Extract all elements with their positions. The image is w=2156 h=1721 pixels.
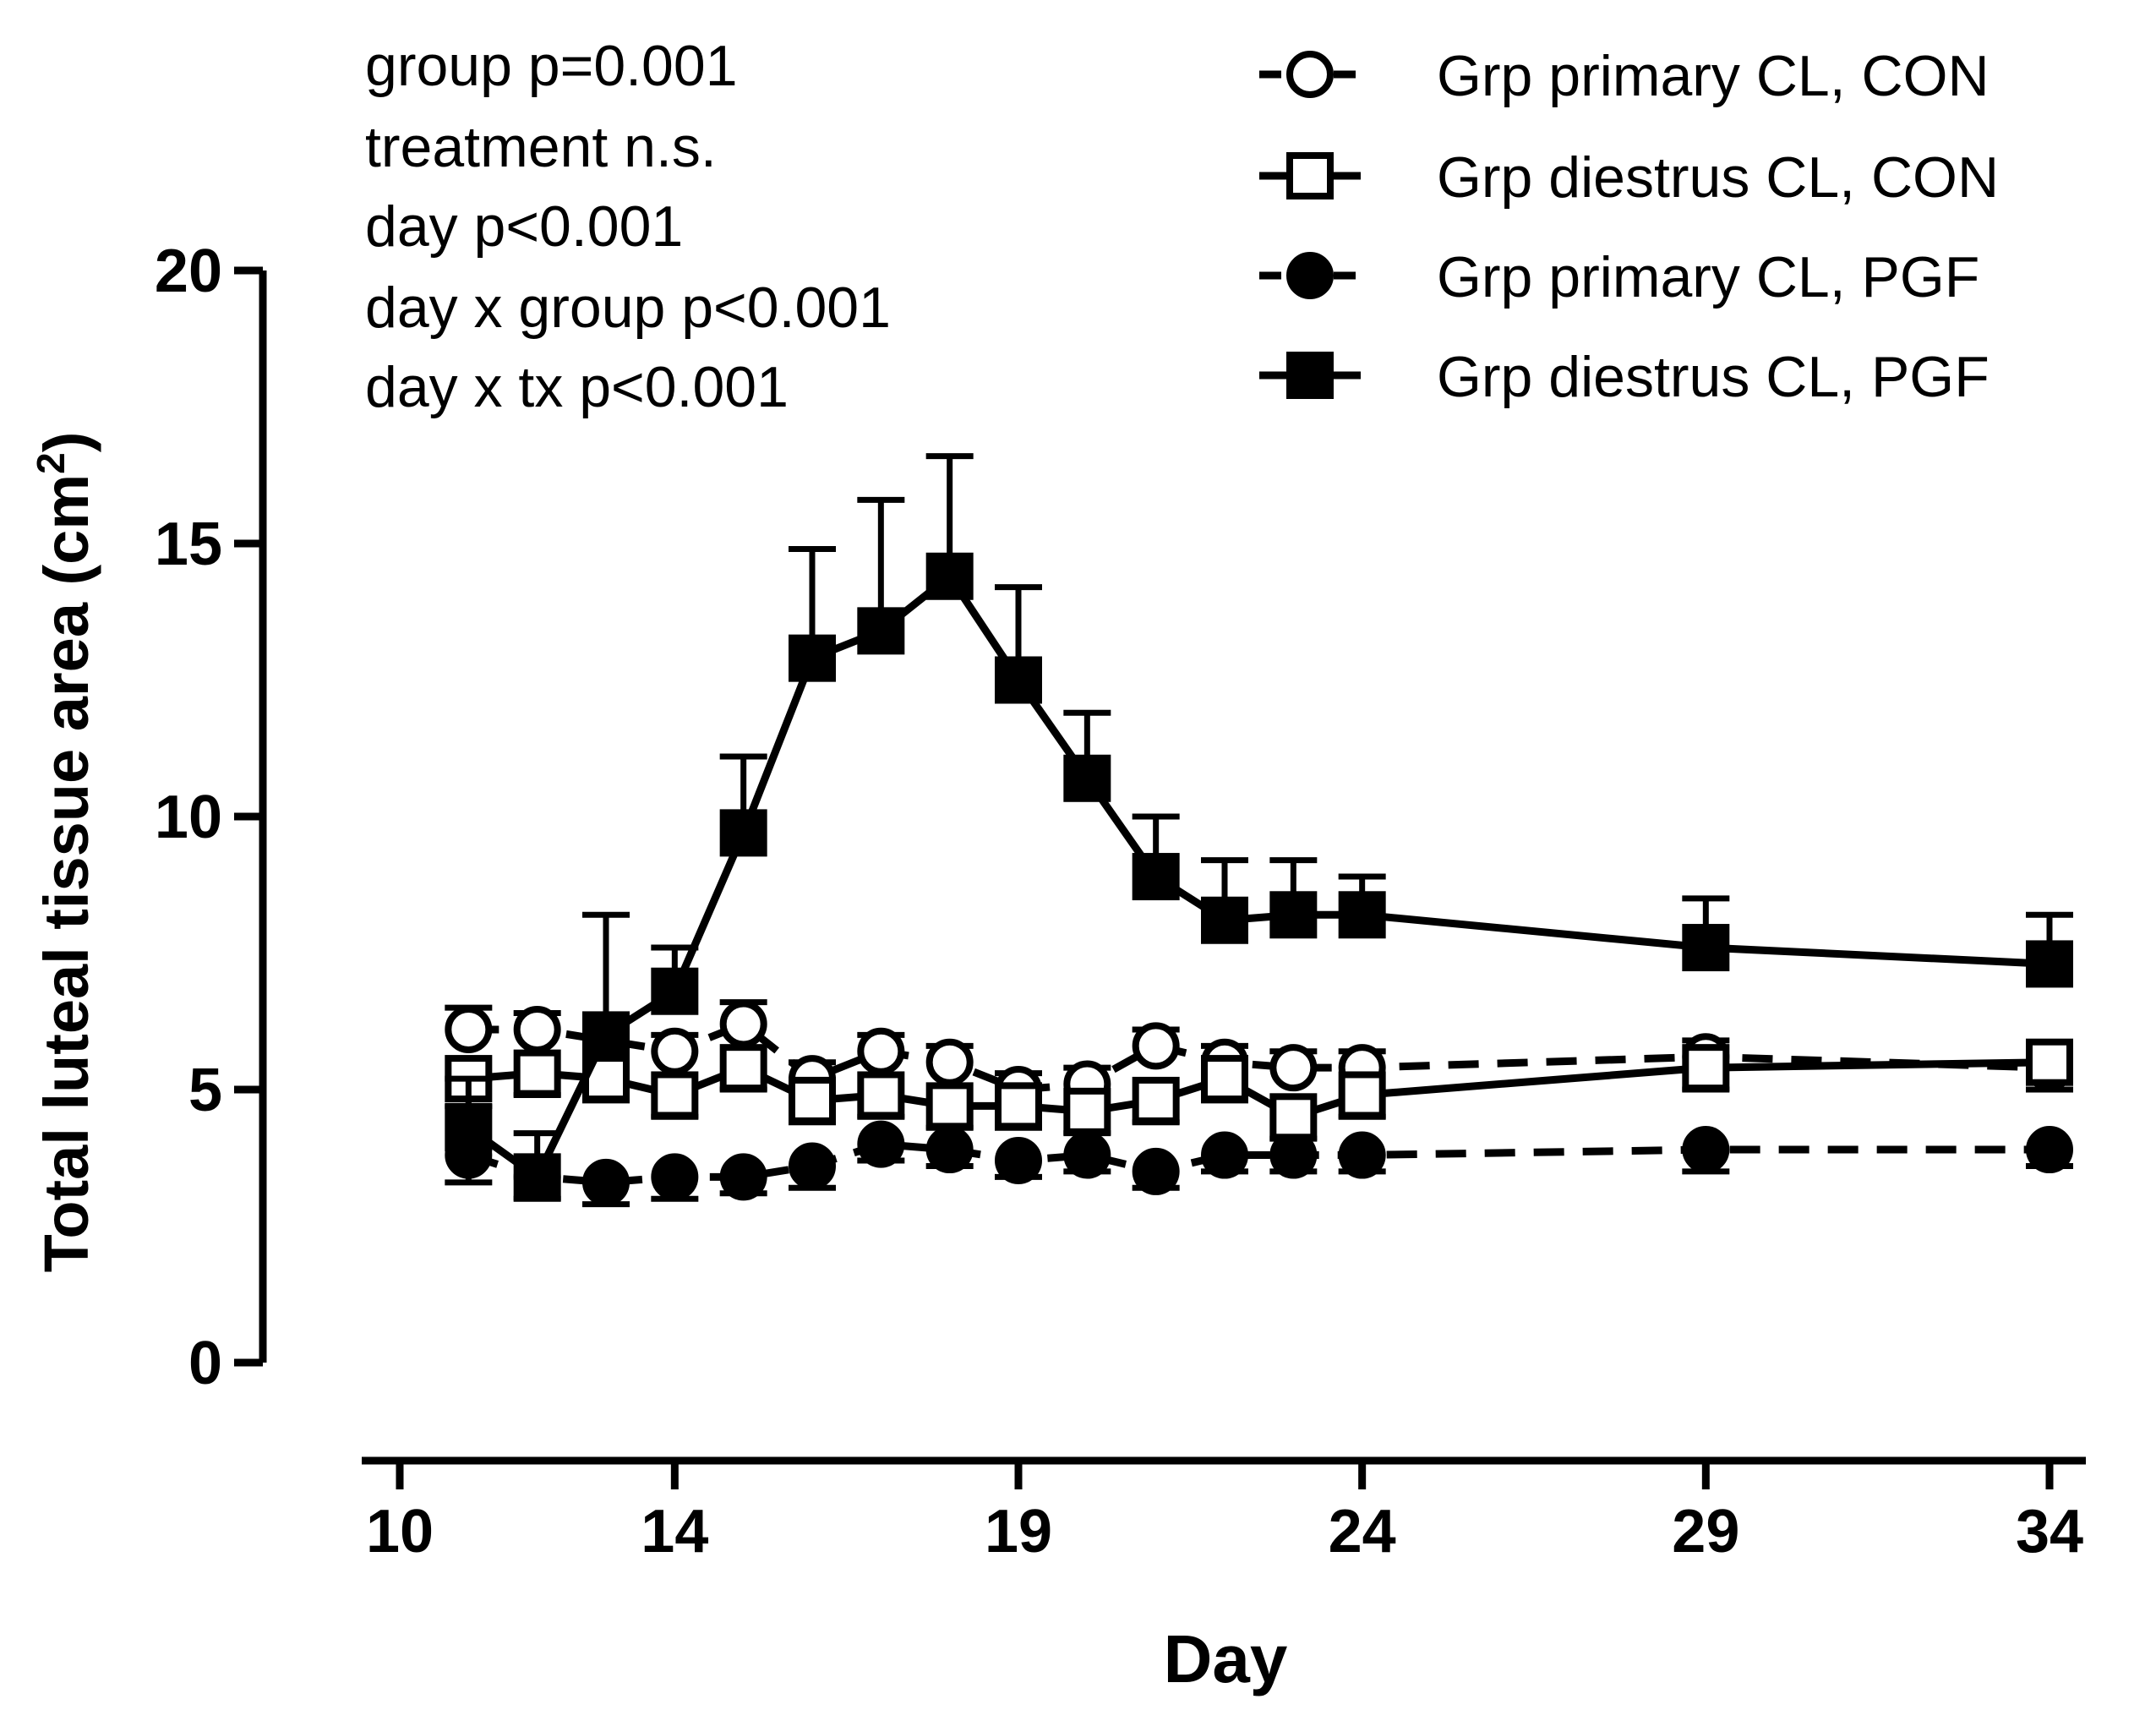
data-point: [513, 1005, 561, 1053]
data-point: [445, 1005, 493, 1053]
data-point: [1063, 754, 1111, 802]
data-point: [719, 1044, 767, 1092]
data-point: [1682, 924, 1730, 972]
data-point: [651, 967, 699, 1015]
series-3: [445, 453, 2073, 1201]
legend-label-diestrus-pgf: Grp diestrus CL, PGF: [1437, 345, 1990, 409]
data-point: [1132, 1076, 1180, 1124]
x-tick-label: 34: [2016, 1498, 2083, 1565]
y-tick-label: 15: [155, 511, 222, 578]
data-point: [1132, 1147, 1180, 1195]
data-point: [2026, 1038, 2073, 1086]
series-line: [467, 1140, 2050, 1187]
series-line: [466, 572, 2050, 1181]
annotation-day-group: day x group p<0.001: [365, 276, 891, 340]
data-point: [1338, 1071, 1386, 1119]
data-point: [1269, 1044, 1318, 1092]
data-point: [857, 1027, 905, 1075]
y-tick-label: 5: [188, 1057, 222, 1124]
data-point: [1682, 1126, 1730, 1174]
y-axis-label: Total luteal tissue area (cm2): [29, 432, 101, 1273]
x-tick-label: 10: [366, 1498, 434, 1565]
data-point: [719, 1000, 767, 1048]
series-line: [467, 1058, 2050, 1121]
data-point: [1201, 896, 1248, 944]
data-point: [925, 1038, 974, 1086]
x-tick-label: 24: [1329, 1498, 1396, 1565]
data-point: [789, 1142, 836, 1190]
data-point: [1338, 891, 1386, 939]
y-tick-label: 20: [155, 238, 222, 305]
y-tick-label: 10: [155, 784, 222, 851]
data-point: [651, 1071, 699, 1119]
data-point: [1201, 1055, 1248, 1103]
data-point: [789, 1076, 836, 1124]
data-point: [1269, 1093, 1318, 1141]
legend-label-primary-pgf: Grp primary CL, PGF: [1437, 245, 1980, 309]
legend-marker: [1286, 252, 1334, 299]
x-tick-label: 14: [641, 1498, 708, 1565]
legend-label-diestrus-con: Grp diestrus CL, CON: [1437, 145, 2000, 210]
data-point: [582, 1158, 630, 1206]
legend-symbols: [1259, 51, 1361, 399]
legend-marker: [1286, 352, 1334, 399]
annotation-group: group p=0.001: [365, 34, 738, 98]
data-point: [789, 634, 836, 682]
legend-marker: [1286, 152, 1334, 199]
data-point: [2026, 940, 2073, 988]
data-point: [925, 1126, 974, 1174]
y-tick-label: 0: [188, 1330, 222, 1397]
data-point: [1063, 1131, 1111, 1179]
data-point: [651, 1153, 699, 1201]
data-point: [719, 809, 767, 857]
data-point: [1132, 1022, 1180, 1070]
data-point: [1338, 1131, 1386, 1179]
data-point: [582, 1011, 630, 1059]
data-point: [651, 1027, 699, 1075]
data-point: [1682, 1044, 1730, 1092]
data-point: [925, 552, 974, 600]
data-point: [513, 1153, 561, 1201]
data-point: [995, 1082, 1042, 1130]
series-2: [445, 1120, 2073, 1208]
data-point: [995, 656, 1042, 704]
data-point: [445, 1104, 493, 1152]
data-point: [513, 1049, 561, 1097]
x-tick-label: 19: [985, 1498, 1052, 1565]
data-point: [1132, 853, 1180, 901]
annotation-day-tx: day x tx p<0.001: [365, 355, 789, 419]
data-point: [857, 607, 905, 655]
data-point: [2026, 1126, 2073, 1174]
data-point: [719, 1153, 767, 1201]
data-point: [857, 1071, 905, 1119]
x-axis-label: Day: [1164, 1621, 1288, 1696]
annotation-treatment: treatment n.s.: [365, 115, 717, 179]
x-tick-label: 29: [1672, 1498, 1739, 1565]
data-point: [857, 1120, 905, 1168]
legend-label-primary-con: Grp primary CL, CON: [1437, 44, 1990, 108]
data-point: [995, 1136, 1042, 1184]
series-line: [468, 1019, 2050, 1094]
data-point: [1063, 1087, 1111, 1135]
legend-marker: [1286, 51, 1334, 98]
data-point: [1201, 1131, 1248, 1179]
data-point: [1269, 891, 1318, 939]
series-1: [445, 1038, 2073, 1142]
series-layer: [445, 453, 2073, 1208]
data-point: [925, 1082, 974, 1130]
axes: 0 5 10 15 20 10 14 19 24 29 34: [155, 238, 2086, 1565]
annotation-day: day p<0.001: [365, 194, 684, 259]
